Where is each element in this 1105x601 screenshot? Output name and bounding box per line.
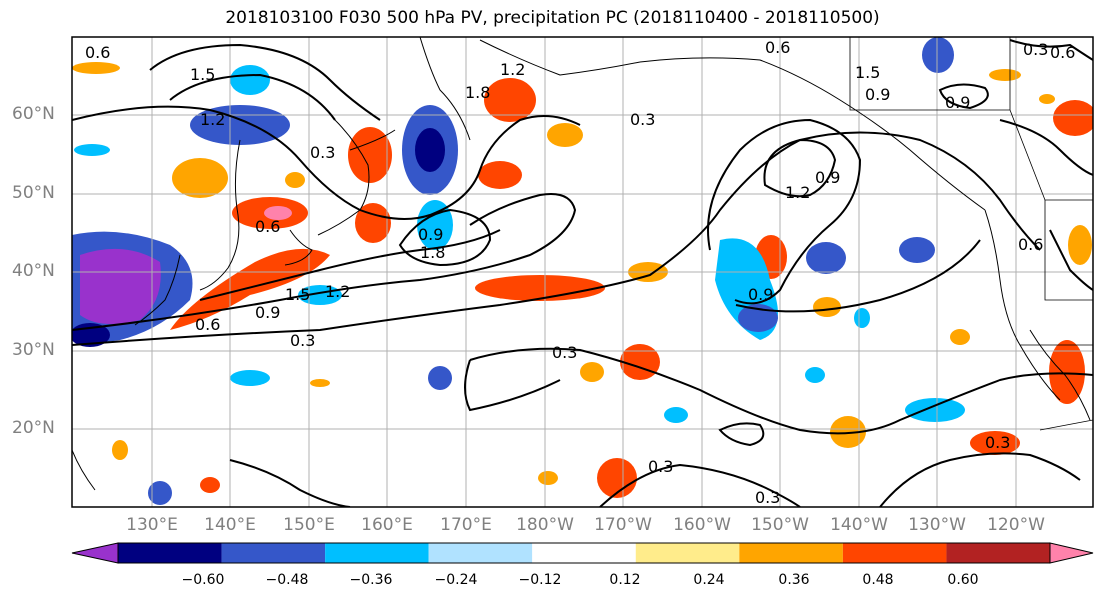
colorbar-tick-label: 0.24 xyxy=(693,572,725,588)
colorbar-tick-label: −0.12 xyxy=(518,572,562,588)
colorbar-tick-label: −0.36 xyxy=(349,572,393,588)
pv-contours xyxy=(72,39,1093,507)
lon-label: 120°W xyxy=(987,515,1045,535)
contour-label: 1.2 xyxy=(325,282,350,301)
lat-label: 30°N xyxy=(12,340,55,360)
lon-label: 170°E xyxy=(440,515,492,535)
contour-label: 0.3 xyxy=(630,110,655,129)
contour-label: 1.8 xyxy=(465,83,490,102)
lon-label: 140°W xyxy=(830,515,888,535)
contour-label: 0.3 xyxy=(290,331,315,350)
contour-label: 0.6 xyxy=(765,38,790,57)
contour-label: 1.5 xyxy=(190,65,215,84)
lon-label: 140°E xyxy=(204,515,256,535)
contour-label: 1.5 xyxy=(855,63,880,82)
lon-label: 150°W xyxy=(751,515,809,535)
coastlines xyxy=(72,37,1091,491)
lon-label: 160°E xyxy=(361,515,413,535)
contour-label: 0.3 xyxy=(310,143,335,162)
colorbar-tick-label: 0.36 xyxy=(778,572,810,588)
contour-label: 0.9 xyxy=(255,303,280,322)
contour-label: 0.6 xyxy=(1050,43,1075,62)
colorbar-tick-label: −0.24 xyxy=(434,572,478,588)
contour-label: 0.3 xyxy=(648,457,673,476)
contour-label: 0.3 xyxy=(552,343,577,362)
contour-label: 0.3 xyxy=(1023,40,1048,59)
lon-label: 160°W xyxy=(673,515,731,535)
precip-positive-anomalies xyxy=(72,62,1093,498)
contour-label: 0.9 xyxy=(865,85,890,104)
lon-label: 180°W xyxy=(516,515,574,535)
colorbar-tick-label: −0.60 xyxy=(181,572,225,588)
lon-label: 130°W xyxy=(908,515,966,535)
lat-label: 60°N xyxy=(12,104,55,124)
contour-label: 0.6 xyxy=(1018,235,1043,254)
contour-label: 0.9 xyxy=(418,225,443,244)
lat-label: 20°N xyxy=(12,418,55,438)
lon-label: 130°E xyxy=(126,515,178,535)
map-title: 2018103100 F030 500 hPa PV, precipitatio… xyxy=(225,8,880,28)
contour-label: 0.3 xyxy=(755,488,780,507)
colorbar-tick-label: −0.48 xyxy=(265,572,309,588)
contour-label: 1.2 xyxy=(200,110,225,129)
contour-label: 0.6 xyxy=(255,217,280,236)
precip-negative-anomalies xyxy=(72,37,965,505)
colorbar-tick-label: 0.12 xyxy=(609,572,641,588)
lat-label: 40°N xyxy=(12,261,55,281)
contour-label: 1.5 xyxy=(285,285,310,304)
colorbar-tick-label: 0.48 xyxy=(862,572,894,588)
colorbar-tick-label: 0.60 xyxy=(947,572,979,588)
contour-label: 1.8 xyxy=(420,243,445,262)
contour-label: 0.3 xyxy=(985,433,1010,452)
contour-labels: 0.6 1.5 1.2 0.3 1.8 0.6 0.3 1.5 0.9 1.2 … xyxy=(85,38,1075,507)
political-borders xyxy=(849,37,1093,431)
contour-label: 0.9 xyxy=(815,168,840,187)
contour-label: 0.9 xyxy=(945,93,970,112)
contour-label: 1.2 xyxy=(785,183,810,202)
lon-label: 150°E xyxy=(283,515,335,535)
lat-label: 50°N xyxy=(12,183,55,203)
lon-label: 170°W xyxy=(594,515,652,535)
contour-label: 0.6 xyxy=(85,43,110,62)
contour-label: 0.9 xyxy=(748,285,773,304)
contour-label: 0.6 xyxy=(195,315,220,334)
contour-label: 1.2 xyxy=(500,60,525,79)
map-frame xyxy=(71,36,1094,508)
